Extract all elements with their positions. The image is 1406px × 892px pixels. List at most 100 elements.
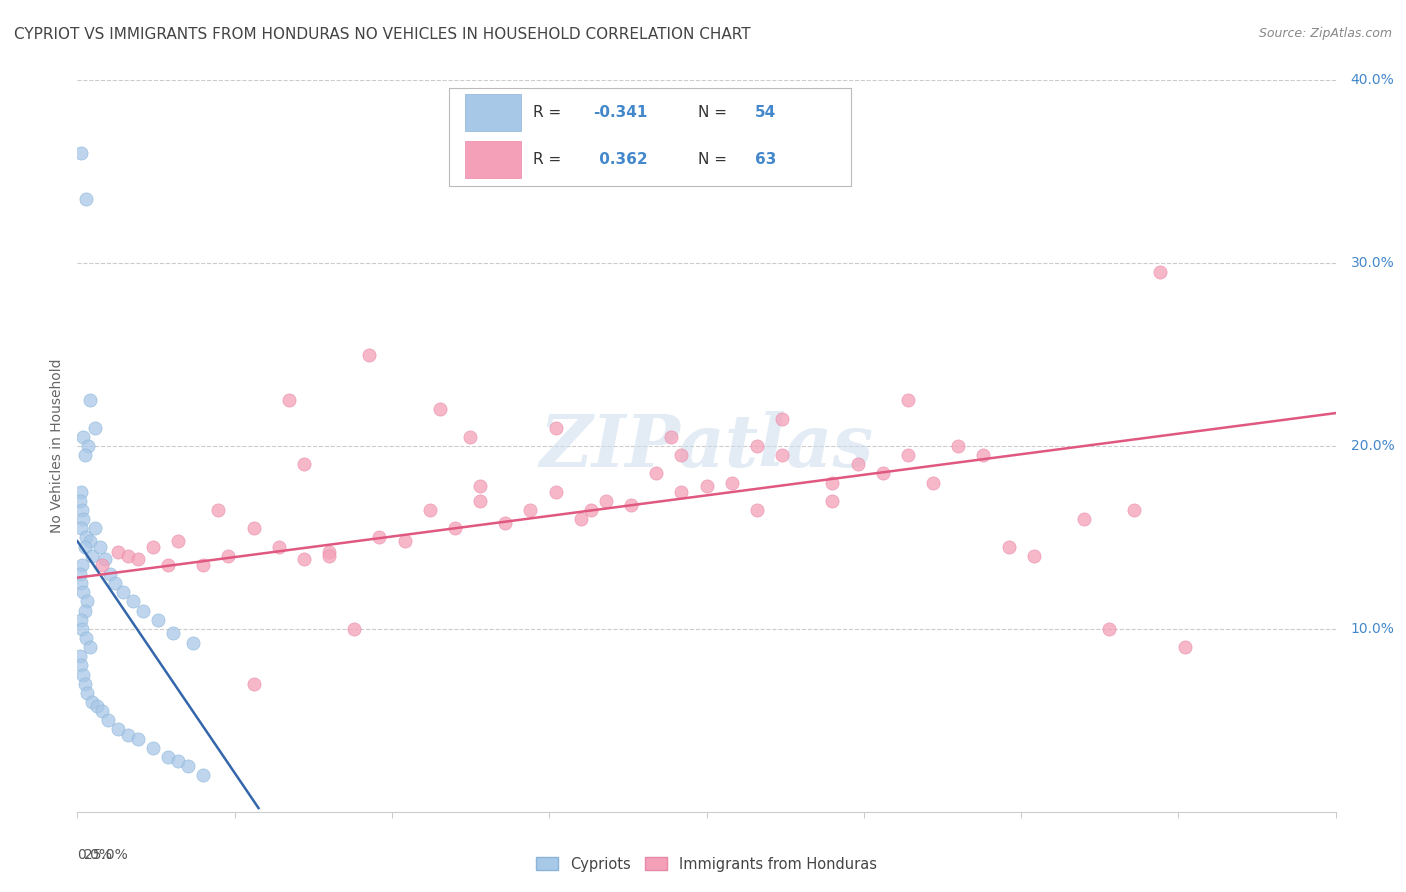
Point xyxy=(73,540,96,554)
Point xyxy=(96,714,118,728)
Point xyxy=(84,421,107,435)
Point xyxy=(70,146,93,161)
Point xyxy=(72,430,94,444)
Point xyxy=(117,549,139,563)
Text: 0.0%: 0.0% xyxy=(77,848,112,863)
Point xyxy=(142,740,165,755)
Point xyxy=(846,458,869,472)
Point xyxy=(468,494,491,508)
Point xyxy=(696,479,718,493)
Point xyxy=(73,448,96,462)
Point xyxy=(76,594,98,608)
Point xyxy=(79,393,101,408)
Point xyxy=(111,585,134,599)
Point xyxy=(897,448,920,462)
Point xyxy=(72,622,94,636)
Point xyxy=(72,512,94,526)
Point xyxy=(98,567,121,582)
Point xyxy=(104,576,127,591)
Point xyxy=(897,393,920,408)
Point xyxy=(1123,503,1146,517)
Point xyxy=(277,393,299,408)
Text: 30.0%: 30.0% xyxy=(1351,256,1395,270)
Point xyxy=(70,576,93,591)
Point xyxy=(79,640,101,655)
Point xyxy=(107,723,129,737)
Point xyxy=(156,749,179,764)
Point xyxy=(1098,622,1121,636)
Point xyxy=(69,649,91,664)
Point xyxy=(217,549,239,563)
Point xyxy=(242,676,264,690)
Point xyxy=(72,667,94,681)
Point xyxy=(86,698,108,713)
Point xyxy=(494,516,516,530)
Point xyxy=(292,552,315,566)
Point xyxy=(872,467,894,481)
Point xyxy=(1022,549,1045,563)
Point xyxy=(419,503,441,517)
Point xyxy=(121,594,143,608)
Point xyxy=(394,534,416,549)
Point xyxy=(770,448,793,462)
Text: ZIPatlas: ZIPatlas xyxy=(540,410,873,482)
Point xyxy=(167,534,190,549)
Point xyxy=(82,695,104,709)
Point xyxy=(77,439,100,453)
Point xyxy=(645,467,668,481)
Text: CYPRIOT VS IMMIGRANTS FROM HONDURAS NO VEHICLES IN HOUSEHOLD CORRELATION CHART: CYPRIOT VS IMMIGRANTS FROM HONDURAS NO V… xyxy=(14,27,751,42)
Point xyxy=(127,552,149,566)
Point xyxy=(997,540,1019,554)
Point xyxy=(72,585,94,599)
Point xyxy=(107,545,129,559)
Point xyxy=(91,704,114,718)
Point xyxy=(177,759,200,773)
Point xyxy=(181,636,204,650)
Point xyxy=(70,521,93,535)
Text: 20.0%: 20.0% xyxy=(1351,439,1395,453)
Point xyxy=(191,558,215,572)
Point xyxy=(292,458,315,472)
Point xyxy=(162,625,184,640)
Point xyxy=(132,603,155,617)
Point xyxy=(569,512,592,526)
Point xyxy=(167,754,190,768)
Point xyxy=(73,676,96,690)
Point xyxy=(671,484,693,499)
Point xyxy=(242,521,264,535)
Point xyxy=(544,484,567,499)
Point xyxy=(1149,265,1171,279)
Point xyxy=(595,494,617,508)
Point xyxy=(75,530,97,544)
Point xyxy=(821,494,844,508)
Point xyxy=(444,521,467,535)
Point xyxy=(70,658,93,673)
Point xyxy=(127,731,149,746)
Point xyxy=(972,448,994,462)
Point xyxy=(468,479,491,493)
Point xyxy=(770,411,793,425)
Point xyxy=(318,549,340,563)
Legend: Cypriots, Immigrants from Honduras: Cypriots, Immigrants from Honduras xyxy=(530,851,883,878)
Text: 40.0%: 40.0% xyxy=(1351,73,1395,87)
Point xyxy=(267,540,290,554)
Point xyxy=(156,558,179,572)
Point xyxy=(191,768,215,782)
Point xyxy=(544,421,567,435)
Point xyxy=(745,439,768,453)
Point xyxy=(75,192,97,206)
Point xyxy=(1073,512,1095,526)
Point xyxy=(75,631,97,645)
Point xyxy=(72,558,94,572)
Point xyxy=(70,484,93,499)
Text: 10.0%: 10.0% xyxy=(1351,622,1395,636)
Point xyxy=(94,552,117,566)
Point xyxy=(429,402,451,417)
Point xyxy=(117,728,139,742)
Point xyxy=(146,613,169,627)
Point xyxy=(69,567,91,582)
Point xyxy=(671,448,693,462)
Point xyxy=(796,155,818,169)
Point xyxy=(69,494,91,508)
Text: Source: ZipAtlas.com: Source: ZipAtlas.com xyxy=(1258,27,1392,40)
